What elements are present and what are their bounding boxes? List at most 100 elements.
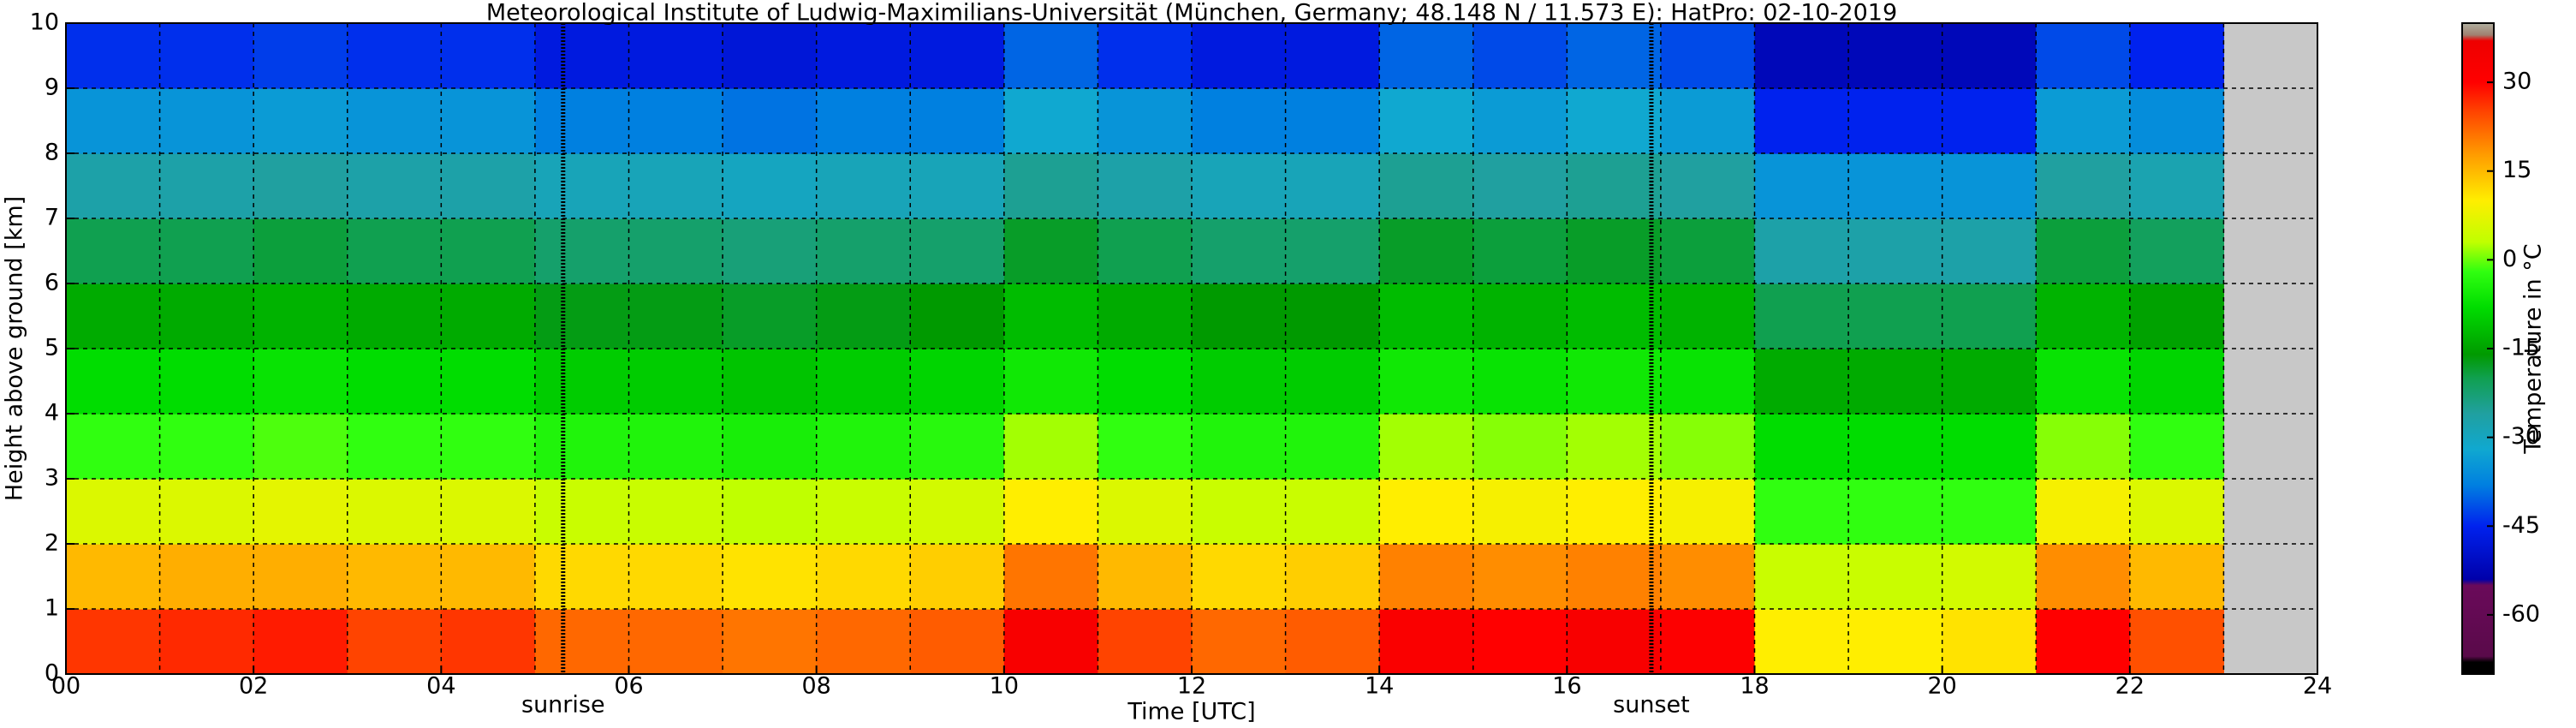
- heatmap-cell: [1754, 283, 1849, 349]
- heatmap-cell: [816, 153, 911, 219]
- heatmap-cell: [1660, 153, 1756, 219]
- heatmap-cell: [2036, 153, 2131, 219]
- heatmap-cell: [1472, 23, 1568, 89]
- y-tick-label: 9: [45, 75, 59, 101]
- annotation-label: sunset: [1613, 692, 1690, 719]
- heatmap-cell: [2129, 349, 2225, 415]
- heatmap-cell: [1379, 88, 1474, 154]
- heatmap-cell: [1098, 349, 1193, 415]
- heatmap-cell: [66, 479, 161, 545]
- heatmap-cell: [1379, 609, 1474, 675]
- heatmap-cell: [816, 544, 911, 610]
- heatmap-cell: [723, 218, 818, 284]
- heatmap-cell: [2129, 88, 2225, 154]
- y-tick-label: 5: [45, 335, 59, 361]
- y-tick-label: 10: [30, 9, 59, 36]
- heatmap-cell: [1003, 479, 1099, 545]
- heatmap-cell: [723, 23, 818, 89]
- heatmap-cell: [1003, 283, 1099, 349]
- heatmap-cell: [1754, 349, 1849, 415]
- heatmap-cell: [1379, 349, 1474, 415]
- heatmap-cell: [253, 218, 348, 284]
- heatmap-cell: [1848, 609, 1943, 675]
- heatmap-cell: [441, 283, 536, 349]
- heatmap-cell: [534, 609, 630, 675]
- heatmap-cell: [1567, 218, 1662, 284]
- heatmap-cell: [347, 349, 442, 415]
- heatmap-cell: [534, 414, 630, 480]
- heatmap-cell: [2129, 479, 2225, 545]
- heatmap-cell: [2129, 544, 2225, 610]
- heatmap-cell: [816, 23, 911, 89]
- heatmap-cell: [159, 414, 254, 480]
- heatmap-cell: [534, 153, 630, 219]
- heatmap-cell: [159, 609, 254, 675]
- heatmap-cell: [347, 153, 442, 219]
- heatmap-cell: [1472, 218, 1568, 284]
- heatmap-cell: [441, 218, 536, 284]
- heatmap-cell: [2129, 414, 2225, 480]
- heatmap-cell: [2036, 349, 2131, 415]
- heatmap-cell: [534, 349, 630, 415]
- heatmap-cell: [910, 349, 1005, 415]
- heatmap-cell: [1379, 414, 1474, 480]
- heatmap-cell: [2036, 218, 2131, 284]
- heatmap-cell: [628, 88, 723, 154]
- heatmap-cell: [1567, 153, 1662, 219]
- heatmap-cell: [66, 544, 161, 610]
- heatmap-cell: [441, 153, 536, 219]
- x-tick-label: 06: [614, 673, 643, 700]
- heatmap-cell: [1192, 283, 1287, 349]
- heatmap-cell: [1285, 88, 1380, 154]
- heatmap-cell: [910, 479, 1005, 545]
- heatmap-cell: [1942, 283, 2037, 349]
- x-tick-label: 04: [426, 673, 455, 700]
- heatmap-cell: [1003, 218, 1099, 284]
- chart-title: Meteorological Institute of Ludwig-Maxim…: [486, 0, 1897, 27]
- heatmap-cell: [159, 153, 254, 219]
- x-tick-label: 20: [1927, 673, 1956, 700]
- y-tick-label: 7: [45, 205, 59, 231]
- heatmap-cell: [253, 23, 348, 89]
- heatmap-cell: [910, 153, 1005, 219]
- x-tick-label: 18: [1740, 673, 1769, 700]
- heatmap-cell: [1754, 414, 1849, 480]
- heatmap-cell: [1285, 349, 1380, 415]
- heatmap-cell: [1942, 153, 2037, 219]
- heatmap-cell: [1848, 414, 1943, 480]
- heatmap-cell: [816, 349, 911, 415]
- heatmap-cell: [2129, 23, 2225, 89]
- colorbar-tick-label: -60: [2502, 600, 2540, 627]
- heatmap-cell: [66, 414, 161, 480]
- heatmap-cell: [910, 218, 1005, 284]
- heatmap-cell: [1379, 283, 1474, 349]
- heatmap-cell: [723, 544, 818, 610]
- heatmap-cell: [347, 414, 442, 480]
- heatmap-cell: [1754, 218, 1849, 284]
- heatmap-cell: [253, 544, 348, 610]
- heatmap-cell: [534, 88, 630, 154]
- heatmap-cell: [1472, 349, 1568, 415]
- heatmap-cell: [1660, 283, 1756, 349]
- heatmap-cell: [628, 479, 723, 545]
- heatmap-cell: [1192, 414, 1287, 480]
- heatmap-cell: [441, 349, 536, 415]
- y-tick-label: 1: [45, 595, 59, 622]
- heatmap-cell: [66, 153, 161, 219]
- heatmap-cell: [1567, 283, 1662, 349]
- heatmap-cell: [441, 609, 536, 675]
- heatmap-cell: [1567, 609, 1662, 675]
- heatmap-cell: [1660, 479, 1756, 545]
- heatmap-cell: [2036, 23, 2131, 89]
- x-tick-label: 14: [1365, 673, 1394, 700]
- heatmap-cell: [1192, 609, 1287, 675]
- heatmap-cell: [253, 414, 348, 480]
- heatmap-cell: [534, 544, 630, 610]
- x-tick-label: 22: [2115, 673, 2145, 700]
- heatmap-cell: [1472, 609, 1568, 675]
- heatmap-cell: [628, 609, 723, 675]
- heatmap-cell: [1754, 153, 1849, 219]
- colorbar-tick-label: 15: [2502, 157, 2531, 183]
- heatmap-cell: [2036, 544, 2131, 610]
- heatmap-cell: [66, 23, 161, 89]
